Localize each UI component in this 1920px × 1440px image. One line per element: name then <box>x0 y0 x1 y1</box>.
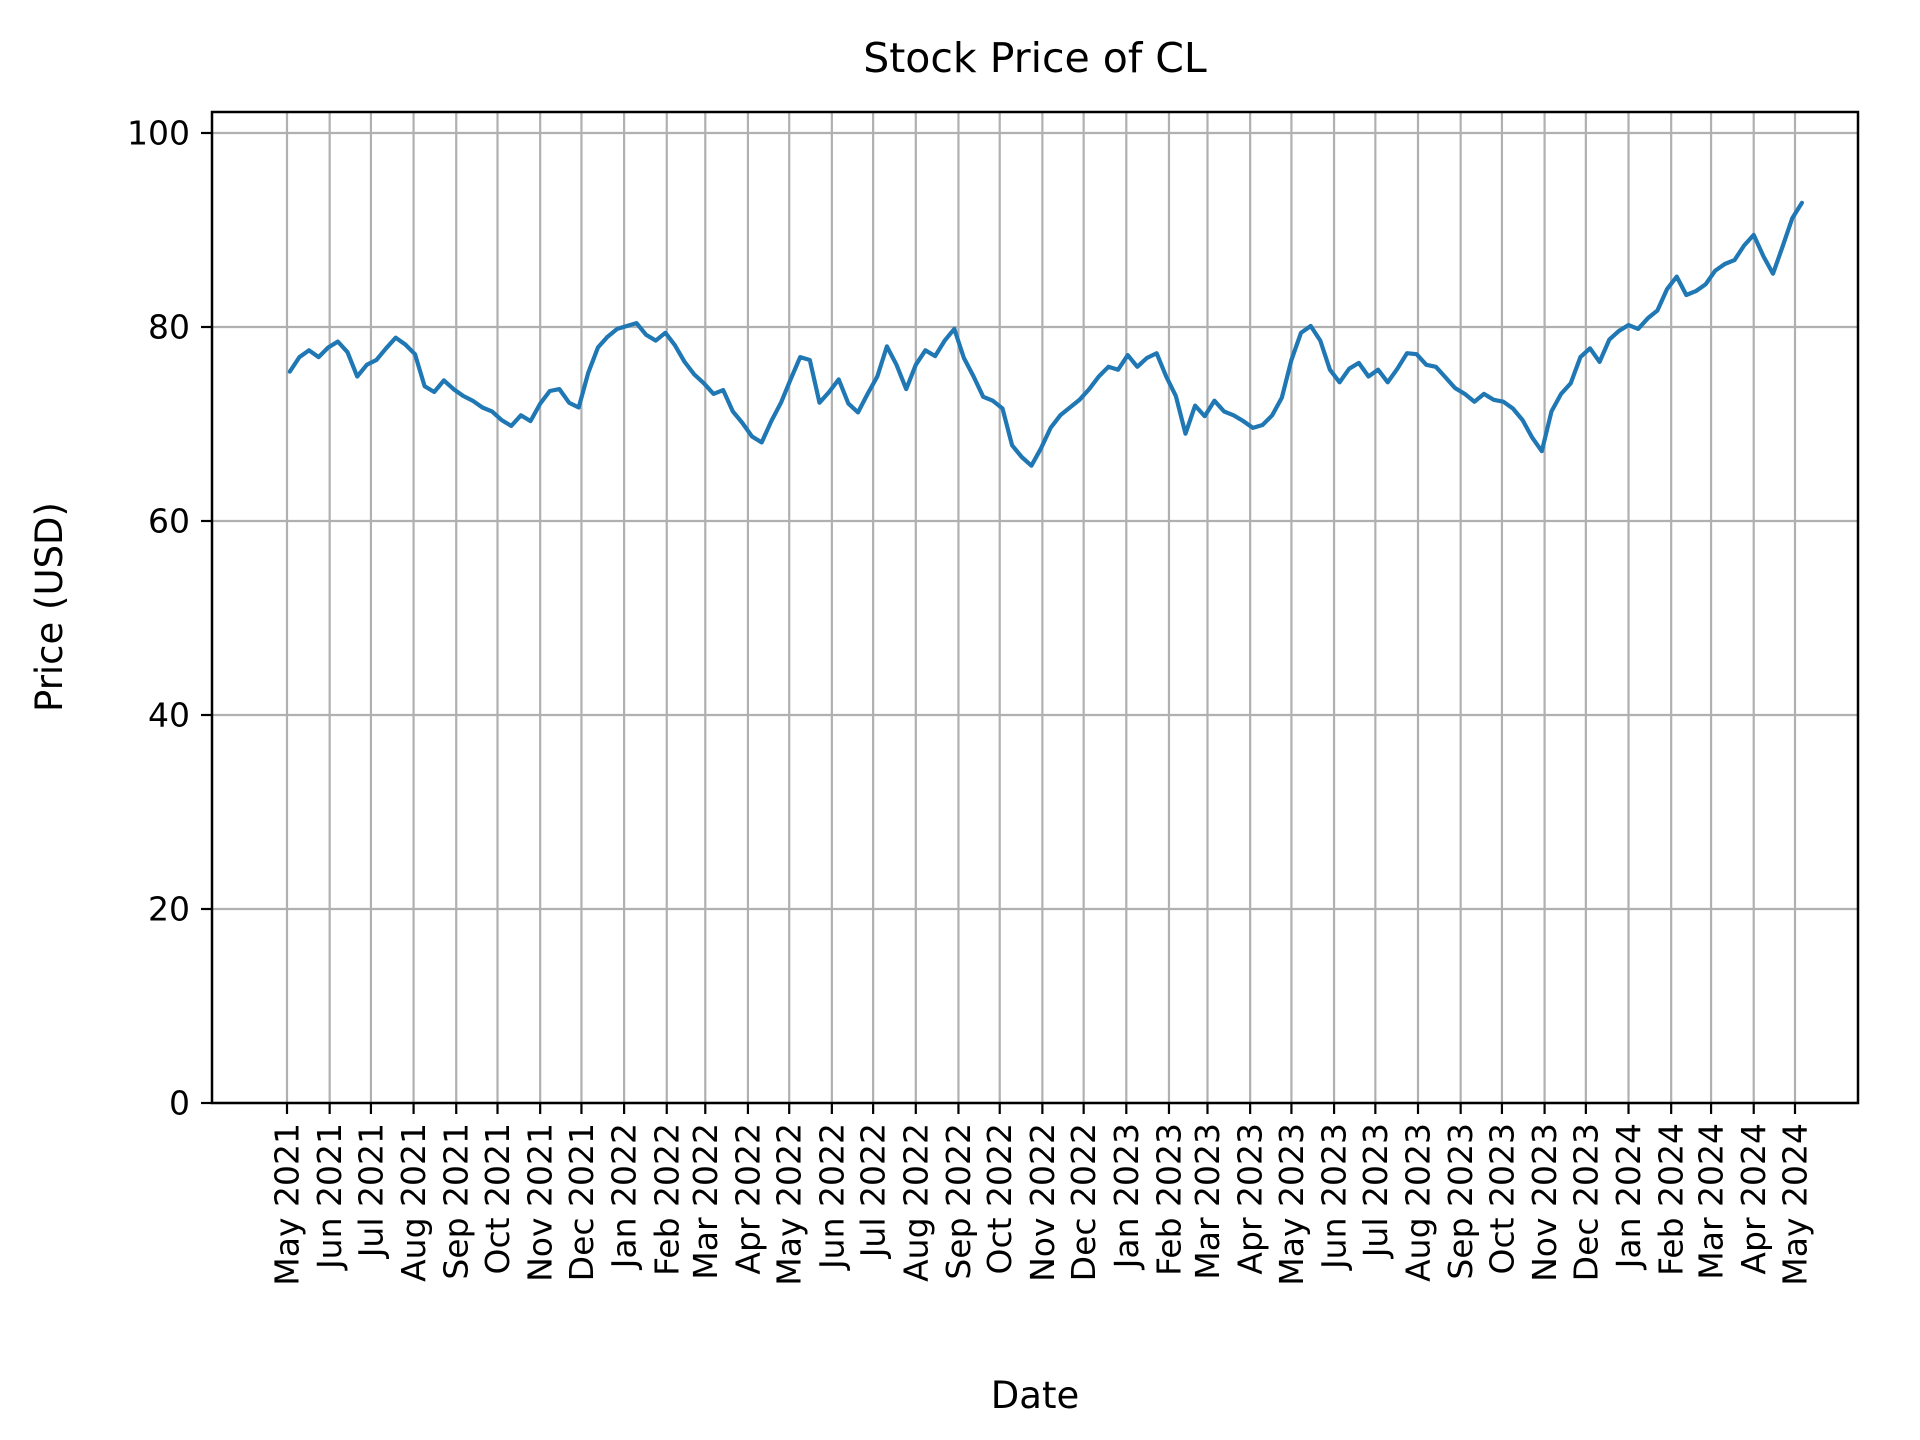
x-tick-label: Nov 2022 <box>1023 1123 1062 1282</box>
x-tick-label: Aug 2022 <box>896 1123 935 1282</box>
y-axis-label: Price (USD) <box>28 502 71 712</box>
x-tick-label: Mar 2023 <box>1188 1123 1227 1280</box>
chart-title: Stock Price of CL <box>863 34 1207 82</box>
x-tick-labels: May 2021 Jun 2021 Jul 2021 Aug 2021 Sep 2021… <box>268 1123 1815 1286</box>
x-tick-label: Sep 2021 <box>437 1123 476 1280</box>
x-tick-label: Aug 2023 <box>1399 1123 1438 1282</box>
x-tick-label: Jun 2023 <box>1315 1123 1354 1271</box>
x-tick-label: Dec 2023 <box>1566 1123 1605 1281</box>
x-tick-label: Feb 2022 <box>647 1123 686 1276</box>
x-tick-label: Oct 2021 <box>478 1123 517 1275</box>
x-tick-label: Feb 2023 <box>1149 1123 1188 1276</box>
x-tick-label: Apr 2024 <box>1734 1123 1773 1275</box>
y-tick-label: 60 <box>148 502 190 541</box>
y-tick-labels: 0 20 40 60 80 100 <box>127 114 190 1123</box>
y-tick-label: 20 <box>148 890 190 929</box>
y-tick-label: 0 <box>169 1084 190 1123</box>
x-tick-label: Mar 2024 <box>1692 1123 1731 1280</box>
x-tick-label: Jun 2021 <box>310 1123 349 1271</box>
y-tick-label: 80 <box>148 308 190 347</box>
axes-spines <box>210 110 1860 1105</box>
x-tick-label: Jan 2022 <box>605 1123 644 1270</box>
x-tick-label: May 2021 <box>268 1123 307 1286</box>
price-line-series <box>287 200 1804 468</box>
x-tick-label: Jul 2022 <box>854 1123 893 1259</box>
axis-ticks <box>201 131 1797 1114</box>
x-tick-label: Mar 2022 <box>686 1123 725 1280</box>
x-tick-label: Dec 2021 <box>562 1123 601 1281</box>
x-tick-label: Jan 2023 <box>1107 1123 1146 1270</box>
x-tick-label: Oct 2022 <box>980 1123 1019 1275</box>
x-axis-label: Date <box>991 1374 1079 1417</box>
x-tick-label: Aug 2021 <box>394 1123 433 1282</box>
x-tick-label: Apr 2022 <box>728 1123 767 1275</box>
x-tick-label: Sep 2023 <box>1441 1123 1480 1280</box>
x-tick-label: Jul 2023 <box>1356 1123 1395 1259</box>
x-tick-label: Apr 2023 <box>1231 1123 1270 1275</box>
x-tick-label: May 2024 <box>1776 1123 1815 1286</box>
y-tick-label: 100 <box>127 114 190 153</box>
x-tick-label: Nov 2023 <box>1525 1123 1564 1282</box>
x-tick-label: Sep 2022 <box>939 1123 978 1280</box>
x-tick-label: Feb 2024 <box>1652 1123 1691 1276</box>
x-tick-label: May 2022 <box>770 1123 809 1286</box>
x-tick-label: Jun 2022 <box>812 1123 851 1271</box>
x-tick-label: Jan 2024 <box>1609 1123 1648 1270</box>
x-tick-label: May 2023 <box>1272 1123 1311 1286</box>
plot-area <box>212 112 1858 1103</box>
x-tick-label: Dec 2022 <box>1064 1123 1103 1281</box>
y-tick-label: 40 <box>148 696 190 735</box>
x-tick-label: Oct 2023 <box>1482 1123 1521 1275</box>
x-tick-label: Nov 2021 <box>521 1123 560 1282</box>
x-tick-label: Jul 2021 <box>351 1123 390 1259</box>
